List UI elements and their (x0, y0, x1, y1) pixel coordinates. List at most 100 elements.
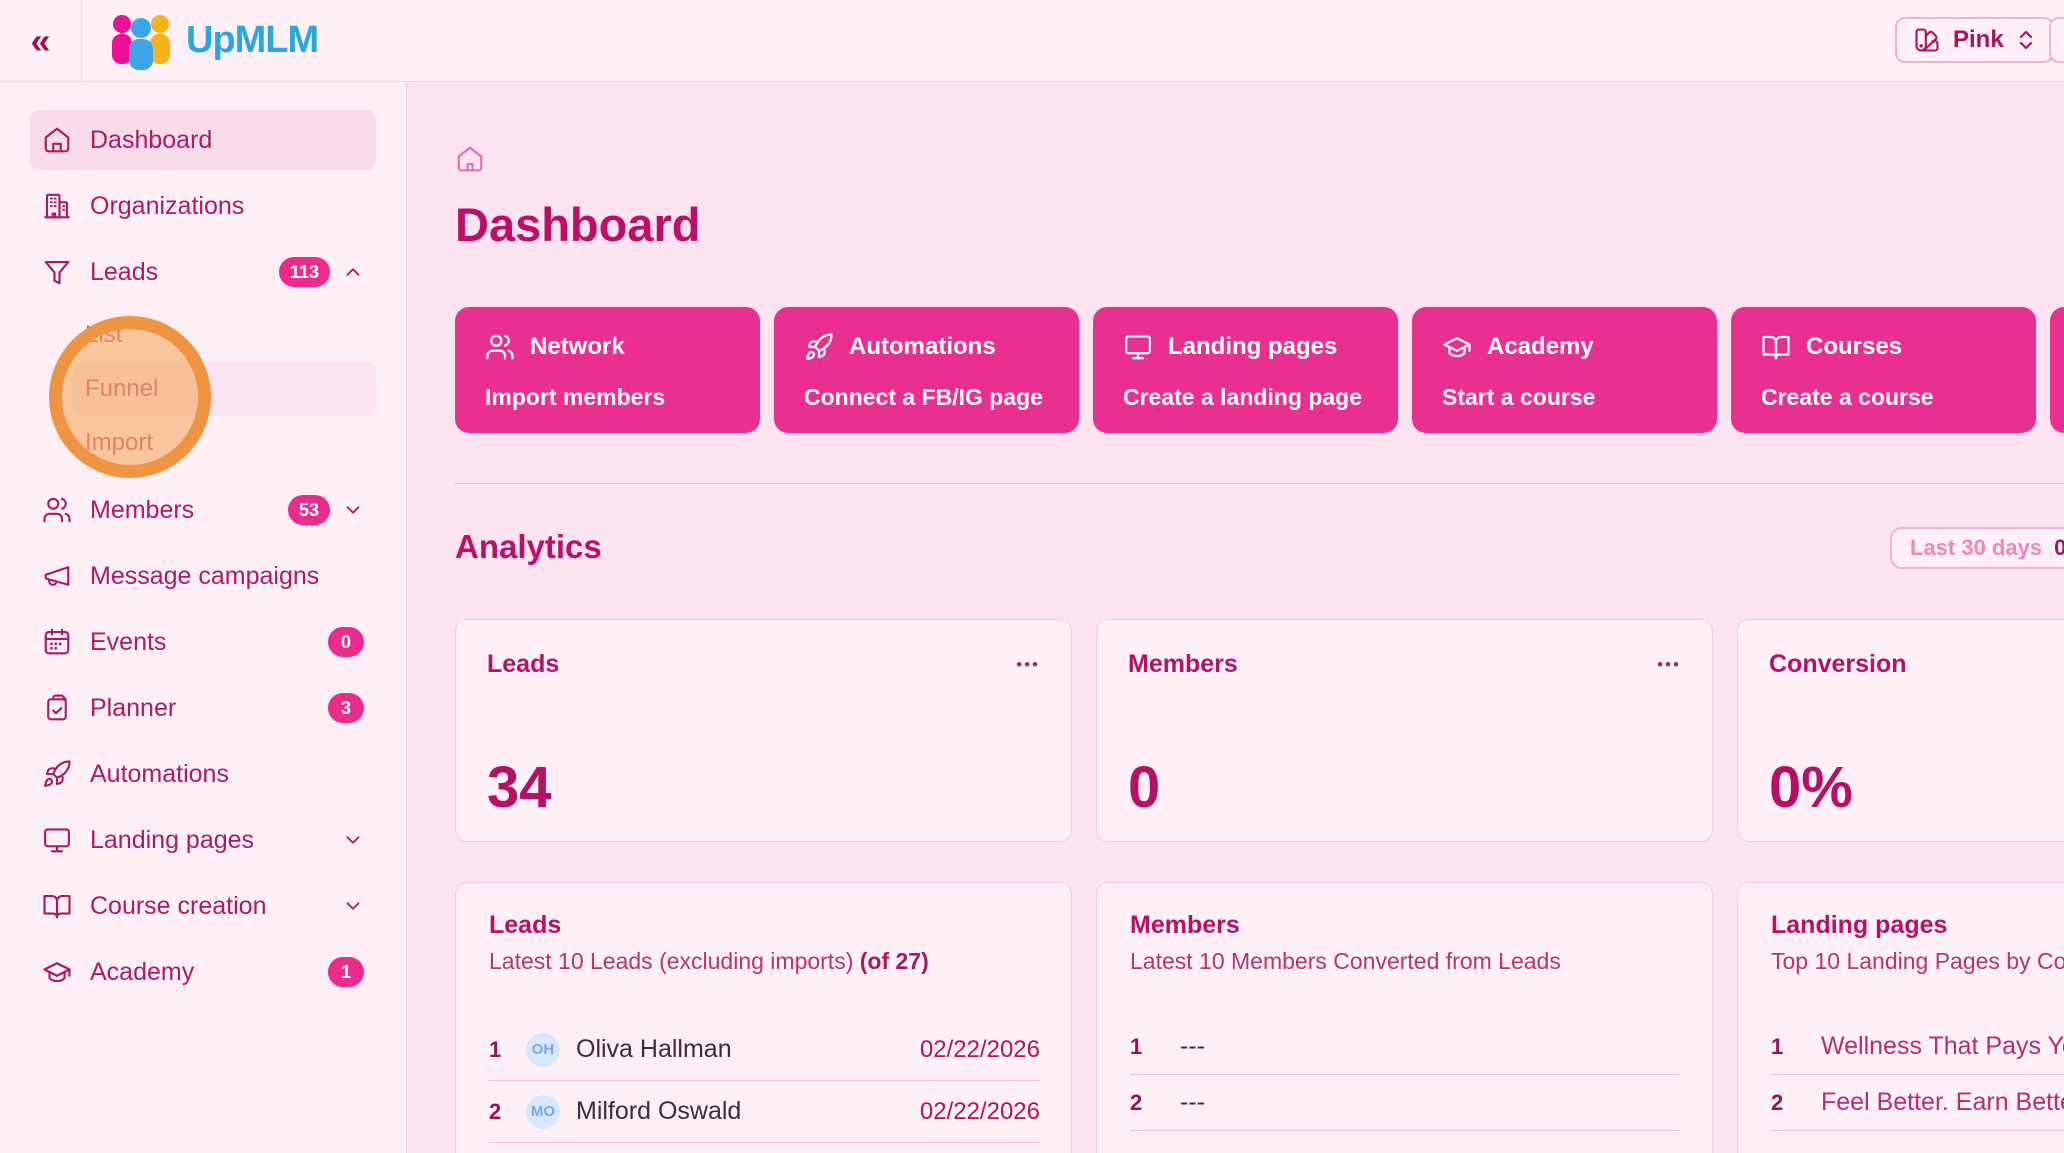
people-logo-icon (108, 12, 174, 70)
theme-selector-button[interactable]: Pink (1895, 17, 2054, 63)
members-list-card: Members Latest 10 Members Converted from… (1096, 882, 1713, 1153)
lists-row: Leads Latest 10 Leads (excluding imports… (455, 882, 2064, 1153)
table-row[interactable]: 1 OH Oliva Hallman 02/22/2026 (489, 1019, 1040, 1082)
events-count-badge: 0 (328, 627, 364, 657)
table-row[interactable]: 1 --- (1130, 1019, 1681, 1076)
stat-value: 0% (1769, 755, 1853, 821)
table-row[interactable]: 2 MO Milford Oswald 02/22/2026 (489, 1081, 1040, 1144)
sidebar-item-dashboard[interactable]: Dashboard (30, 110, 376, 170)
users-icon (42, 495, 72, 525)
sidebar-item-landing-pages[interactable]: Landing pages (30, 810, 376, 870)
stats-row: Leads ••• 34 Members ••• 0 Conversion ••… (455, 619, 2064, 843)
list-title: Landing pages (1771, 911, 1948, 940)
sidebar-item-events[interactable]: Events 0 (30, 612, 376, 672)
sidebar-item-members[interactable]: Members 53 (30, 480, 376, 540)
row-index: 2 (1771, 1089, 1784, 1115)
funnel-icon (42, 257, 72, 287)
ellipsis-menu-icon[interactable]: ••• (1657, 655, 1681, 675)
sidebar-item-automations[interactable]: Automations (30, 744, 376, 804)
monitor-icon (1123, 332, 1153, 362)
sidebar-item-label: Members (90, 495, 195, 524)
sidebar-subitem-list[interactable]: List (73, 308, 376, 362)
sidebar-subitem-funnel[interactable]: Funnel (73, 362, 376, 416)
sidebar-item-course-creation[interactable]: Course creation (30, 876, 376, 936)
quick-action-landing-pages[interactable]: Landing pages Create a landing page (1093, 307, 1398, 434)
sidebar-item-label: Landing pages (90, 825, 255, 854)
lead-date: 02/22/2026 (919, 1097, 1040, 1125)
book-open-icon (42, 891, 72, 921)
chevron-up-icon[interactable] (342, 261, 364, 283)
leads-count-badge: 113 (278, 257, 330, 287)
landing-page-name: Wellness That Pays You Back (1821, 1032, 2064, 1061)
megaphone-icon (42, 561, 72, 591)
quick-actions-row: Network Import members Automations Conn (455, 307, 2064, 434)
quick-action-subtitle: Import members (485, 384, 666, 411)
quick-action-automations[interactable]: Automations Connect a FB/IG page (774, 307, 1079, 434)
quick-action-network[interactable]: Network Import members (455, 307, 760, 434)
sidebar-item-label: Message campaigns (90, 561, 320, 590)
lead-date: 02/22/2026 (919, 1035, 1040, 1063)
breadcrumb[interactable] (455, 144, 2064, 174)
row-index: 2 (489, 1098, 502, 1124)
sidebar-item-label: Organizations (90, 191, 245, 220)
sidebar-item-leads[interactable]: Leads 113 (30, 242, 376, 302)
member-name: --- (1180, 1032, 1205, 1061)
quick-action-partial[interactable]: C (2050, 307, 2064, 434)
sidebar-subitem-import[interactable]: Import (73, 416, 376, 470)
list-title: Leads (489, 911, 562, 940)
clipboard-check-icon (42, 693, 72, 723)
theme-label: Pink (1953, 26, 2004, 53)
sidebar-item-message-campaigns[interactable]: Message campaigns (30, 546, 376, 606)
quick-action-academy[interactable]: Academy Start a course (1412, 307, 1717, 434)
subitem-label: Import (85, 429, 154, 456)
academy-count-badge: 1 (328, 957, 364, 987)
stat-title: Members (1128, 650, 1238, 679)
breadcrumb-home-icon[interactable] (455, 144, 2064, 174)
swatch-book-icon (1913, 26, 1941, 54)
graduation-cap-icon (42, 957, 72, 987)
app-logo[interactable]: UpMLM (108, 12, 319, 70)
sidebar-item-organizations[interactable]: Organizations (30, 176, 376, 236)
rocket-icon (804, 332, 834, 362)
chevron-down-icon[interactable] (342, 895, 364, 917)
list-subtitle: Top 10 Landing Pages by Conversion (1771, 948, 2064, 975)
rocket-icon (42, 759, 72, 789)
member-name: --- (1180, 1088, 1205, 1117)
analytics-heading: Analytics (455, 528, 602, 566)
lead-name: Oliva Hallman (576, 1035, 732, 1064)
stat-title: Leads (487, 650, 560, 679)
table-row[interactable]: 2 Feel Better. Earn Better. (1771, 1075, 2064, 1132)
quick-action-subtitle: Create a landing page (1123, 384, 1363, 411)
users-icon (485, 332, 515, 362)
sidebar-collapse-button[interactable]: « (0, 0, 82, 81)
sidebar-item-academy[interactable]: Academy 1 (30, 942, 376, 1002)
sidebar-item-label: Automations (90, 759, 229, 788)
avatar: MO (526, 1094, 560, 1129)
subitem-label: Funnel (85, 375, 159, 402)
stat-value: 34 (487, 755, 552, 821)
page-title: Dashboard (455, 198, 701, 251)
quick-action-title: Courses (1806, 333, 1903, 361)
members-count-badge: 53 (287, 495, 330, 525)
table-row[interactable]: 1 Wellness That Pays You Back (1771, 1019, 2064, 1076)
landing-page-name: Feel Better. Earn Better. (1821, 1088, 2064, 1117)
sidebar-item-planner[interactable]: Planner 3 (30, 678, 376, 738)
subitem-label: List (85, 321, 123, 348)
updown-chevron-icon (2016, 28, 2036, 52)
chevron-down-icon[interactable] (342, 499, 364, 521)
quick-action-courses[interactable]: Courses Create a course (1731, 307, 2036, 434)
quick-action-subtitle: Connect a FB/IG page (804, 384, 1043, 411)
row-index: 2 (1130, 1089, 1143, 1115)
ellipsis-menu-icon[interactable]: ••• (1016, 655, 1040, 675)
table-row[interactable]: 2 --- (1130, 1075, 1681, 1132)
date-range-filter[interactable]: Last 30 days 01/2 (1890, 527, 2064, 570)
chevron-down-icon[interactable] (342, 829, 364, 851)
quick-action-subtitle: Start a course (1442, 384, 1596, 411)
list-subtitle: Latest 10 Leads (excluding imports) (of … (489, 948, 929, 975)
leads-list-card: Leads Latest 10 Leads (excluding imports… (455, 882, 1072, 1153)
book-open-icon (1761, 332, 1791, 362)
stat-title: Conversion (1769, 650, 1907, 679)
partial-toolbar-button[interactable] (2049, 17, 2064, 63)
lead-name: Milford Oswald (576, 1097, 742, 1126)
sidebar: Dashboard Organizations Leads 113 List (0, 82, 407, 1153)
